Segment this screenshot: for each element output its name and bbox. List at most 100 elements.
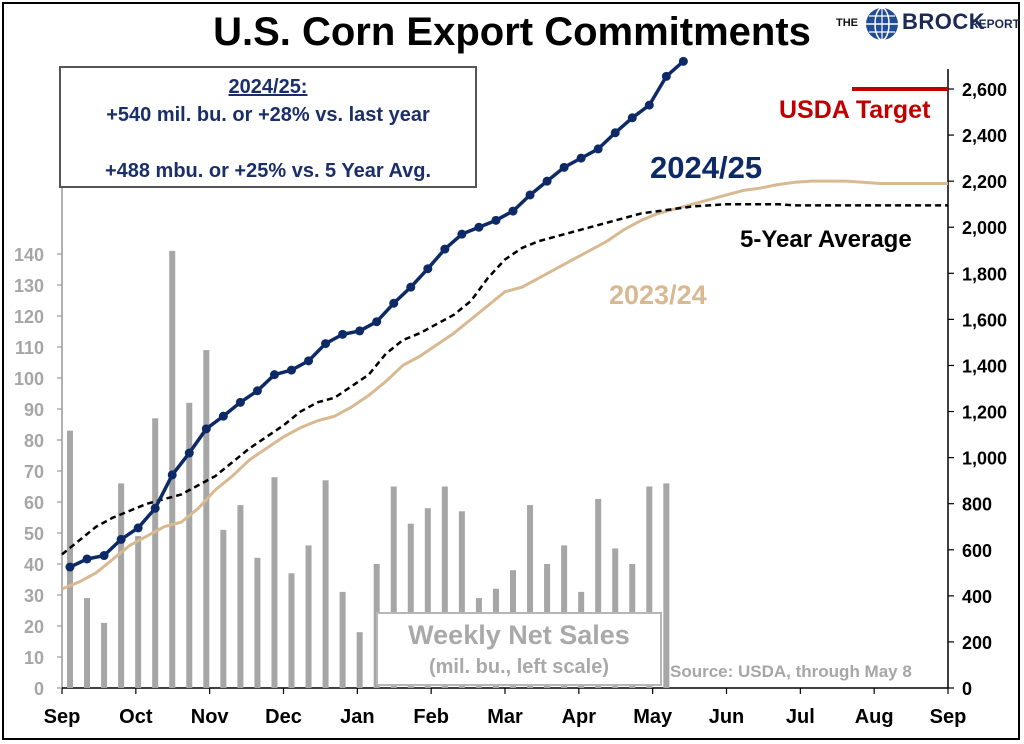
point-2024-25 xyxy=(474,222,484,232)
left-tick-label: 100 xyxy=(14,369,44,389)
weekly-sales-bar xyxy=(663,483,670,688)
point-2024-25 xyxy=(661,71,671,81)
weekly-sales-bar xyxy=(407,523,414,688)
right-tick-label: 2,600 xyxy=(962,80,1007,100)
weekly-sales-bar xyxy=(595,498,602,688)
right-tick-label: 600 xyxy=(962,541,992,561)
line-5-year-average xyxy=(61,202,948,556)
point-2024-25 xyxy=(627,113,637,123)
weekly-sales-bar xyxy=(441,486,448,688)
x-tick-label: Dec xyxy=(265,706,302,728)
x-tick-label: Nov xyxy=(191,706,230,728)
x-tick-label: May xyxy=(633,706,673,728)
point-2024-25 xyxy=(65,562,75,572)
x-tick-label: Feb xyxy=(413,706,449,728)
weekly-sales-bar xyxy=(152,418,159,688)
weekly-sales-title: Weekly Net Sales xyxy=(408,620,630,650)
weekly-sales-bar xyxy=(254,557,261,688)
weekly-sales-bar xyxy=(288,573,295,688)
point-2024-25 xyxy=(338,329,348,339)
right-tick-label: 1,400 xyxy=(962,356,1007,376)
info-heading: 2024/25: xyxy=(228,76,308,98)
weekly-sales-bar xyxy=(220,529,227,688)
weekly-sales-bar xyxy=(271,477,278,688)
globe-icon xyxy=(866,7,898,41)
left-tick-label: 50 xyxy=(24,524,44,544)
point-2024-25 xyxy=(82,554,92,564)
point-2024-25 xyxy=(559,162,569,172)
point-2024-25 xyxy=(610,128,620,138)
point-2024-25 xyxy=(184,448,194,458)
point-2024-25 xyxy=(304,356,314,366)
weekly-sales-bar xyxy=(458,511,465,688)
left-tick-label: 80 xyxy=(24,431,44,451)
point-2024-25 xyxy=(269,370,279,380)
weekly-sales-bar xyxy=(237,505,244,688)
point-2024-25 xyxy=(576,153,586,163)
weekly-sales-bar xyxy=(135,536,142,688)
logo-brock: BROCK xyxy=(902,9,986,34)
point-2024-25 xyxy=(252,386,262,396)
x-tick-label: Jan xyxy=(340,706,374,728)
weekly-sales-bar xyxy=(101,622,108,688)
point-2024-25 xyxy=(167,470,177,480)
right-tick-label: 1,000 xyxy=(962,449,1007,469)
x-tick-label: Aug xyxy=(855,706,894,728)
weekly-sales-bar xyxy=(203,350,210,688)
point-2024-25 xyxy=(508,206,518,216)
point-2024-25 xyxy=(406,282,416,292)
x-tick-label: Oct xyxy=(119,706,153,728)
point-2024-25 xyxy=(133,523,143,533)
weekly-sales-bar xyxy=(646,486,653,688)
weekly-sales-bar xyxy=(424,508,431,688)
left-tick-label: 70 xyxy=(24,462,44,482)
series-label-5-year-average: 5-Year Average xyxy=(740,226,912,253)
right-tick-label: 1,800 xyxy=(962,264,1007,284)
point-2024-25 xyxy=(389,298,399,308)
left-tick-label: 40 xyxy=(24,555,44,575)
point-2024-25 xyxy=(525,190,535,200)
left-tick-label: 60 xyxy=(24,493,44,513)
point-2024-25 xyxy=(218,411,228,421)
series-label-2023-24: 2023/24 xyxy=(609,280,707,310)
point-2024-25 xyxy=(644,100,654,110)
usda-target-label: USDA Target xyxy=(779,96,931,124)
right-tick-label: 2,200 xyxy=(962,172,1007,192)
point-2024-25 xyxy=(423,264,433,274)
weekly-sales-bar xyxy=(339,591,346,688)
point-2024-25 xyxy=(116,534,126,544)
left-tick-label: 10 xyxy=(24,648,44,668)
point-2024-25 xyxy=(491,215,501,225)
weekly-sales-bar xyxy=(118,483,125,688)
right-tick-label: 1,600 xyxy=(962,310,1007,330)
weekly-sales-box: Weekly Net Sales (mil. bu., left scale) xyxy=(376,612,662,686)
point-2024-25 xyxy=(287,365,296,375)
weekly-sales-bar xyxy=(67,430,73,688)
info-box: 2024/25: +540 mil. bu. or +28% vs. last … xyxy=(59,66,477,188)
weekly-sales-bar xyxy=(84,598,91,688)
weekly-sales-bar xyxy=(527,505,534,688)
point-2024-25 xyxy=(99,551,109,561)
right-tick-label: 1,200 xyxy=(962,403,1007,423)
info-line-2: +488 mbu. or +25% vs. 5 Year Avg. xyxy=(104,160,432,182)
weekly-sales-bar xyxy=(356,632,363,688)
chart-title: U.S. Corn Export Commitments xyxy=(0,10,1024,55)
series-label-2024-25: 2024/25 xyxy=(650,150,763,185)
weekly-sales-bar xyxy=(305,545,312,688)
weekly-sales-bar xyxy=(390,486,397,688)
left-tick-label: 110 xyxy=(15,338,44,358)
x-tick-label: Apr xyxy=(562,706,597,728)
left-tick-label: 140 xyxy=(14,245,44,265)
source-note: Source: USDA, through May 8 xyxy=(670,662,912,681)
point-2024-25 xyxy=(678,56,688,66)
right-tick-label: 2,400 xyxy=(962,126,1007,146)
x-tick-label: Jun xyxy=(709,706,745,728)
left-tick-label: 30 xyxy=(24,586,44,606)
right-tick-label: 400 xyxy=(962,587,992,607)
point-2024-25 xyxy=(321,339,331,349)
left-tick-label: 130 xyxy=(14,276,44,296)
right-tick-label: 2,000 xyxy=(962,218,1007,238)
point-2024-25 xyxy=(593,144,603,154)
point-2024-25 xyxy=(440,244,450,254)
